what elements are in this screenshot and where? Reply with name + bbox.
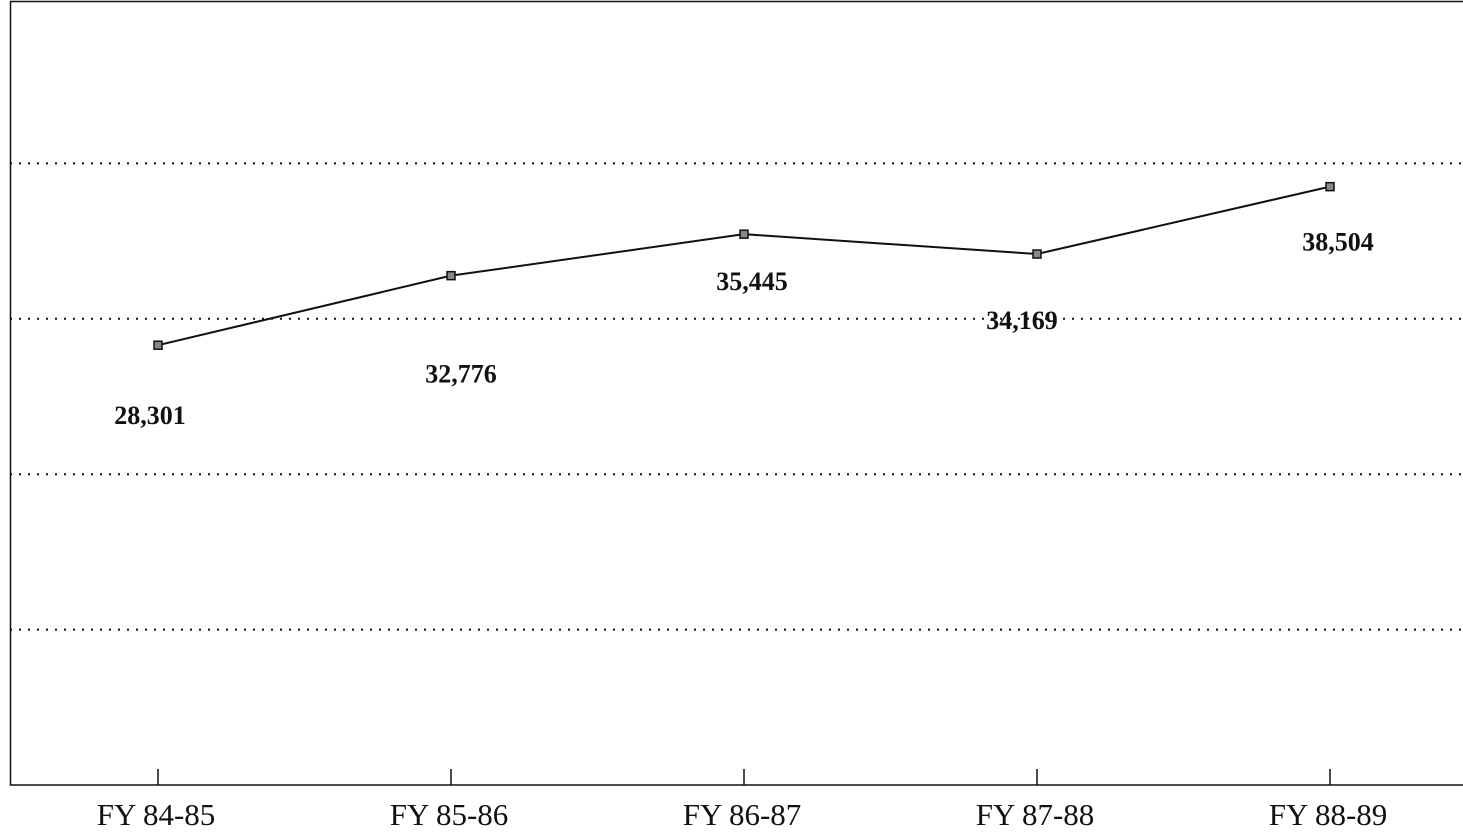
point <box>739 229 749 239</box>
value-label: 28,301 <box>114 401 186 430</box>
point <box>153 340 163 350</box>
x-tick-label: FY 85-86 <box>390 797 509 832</box>
value-label: 34,169 <box>986 306 1058 335</box>
x-tick-label: FY 87-88 <box>976 797 1095 832</box>
x-tick-label: FY 88-89 <box>1269 797 1388 832</box>
point <box>446 270 456 281</box>
x-tick-label: FY 86-87 <box>683 797 802 832</box>
point <box>1325 181 1335 192</box>
point <box>1032 249 1042 259</box>
line <box>157 185 1331 347</box>
value-label: 35,445 <box>716 267 788 296</box>
value-label: 38,504 <box>1302 228 1374 257</box>
value-label: 32,776 <box>425 360 497 389</box>
plot-frame <box>9 0 1463 786</box>
x-tick-label: FY 84-85 <box>97 797 216 832</box>
